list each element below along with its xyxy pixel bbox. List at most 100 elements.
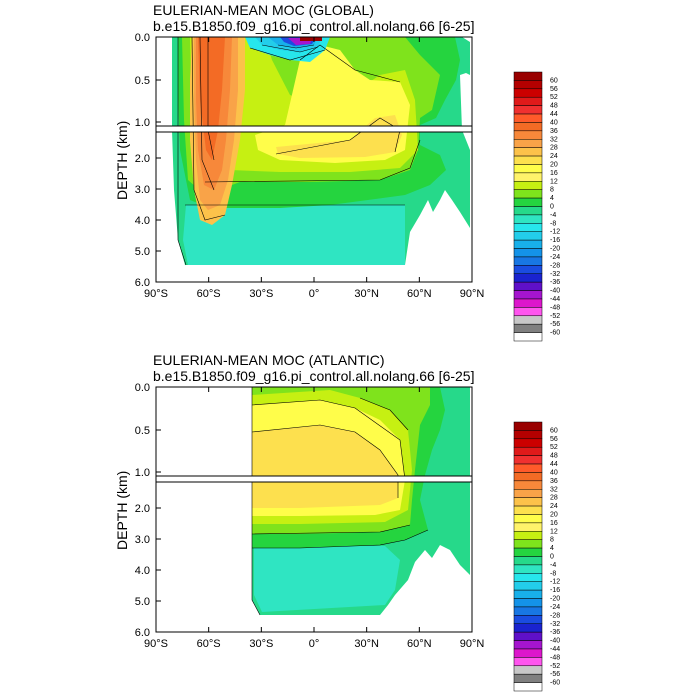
colorbar-label: 20 bbox=[550, 161, 558, 168]
x-tick-label: 60°N bbox=[407, 288, 432, 300]
y-tick-label: 3.0 bbox=[135, 184, 150, 196]
chart-title: EULERIAN-MEAN MOC (GLOBAL) bbox=[153, 2, 374, 18]
colorbar-swatch bbox=[513, 122, 543, 132]
colorbar-swatch bbox=[513, 332, 543, 342]
colorbar-label: 40 bbox=[550, 469, 558, 476]
colorbar-label: 36 bbox=[550, 128, 558, 135]
y-tick-label: 2.0 bbox=[135, 153, 150, 165]
colorbar-swatch bbox=[513, 80, 543, 90]
colorbar-swatch bbox=[513, 88, 543, 98]
colorbar-label: 60 bbox=[550, 427, 558, 434]
colorbar-label: 8 bbox=[550, 187, 554, 194]
colorbar-swatch bbox=[513, 539, 543, 549]
colorbar-swatch bbox=[513, 615, 543, 624]
colorbar-label: -12 bbox=[550, 579, 560, 586]
atlantic-moc-plot: 90°S 60°S 30°S 0° 30°N 60°N 90°N 0.0 0.5 1.0 2.0 3… bbox=[135, 382, 560, 692]
colorbar-swatch bbox=[513, 197, 543, 207]
colorbar-label: 56 bbox=[550, 86, 558, 93]
colorbar-swatch bbox=[513, 589, 543, 599]
colorbar-label: 52 bbox=[550, 94, 558, 101]
colorbar-label: -16 bbox=[550, 587, 560, 594]
colorbar-label: 56 bbox=[550, 436, 558, 443]
colorbar-label: 24 bbox=[550, 503, 558, 510]
y-axis: 0.0 0.5 1.0 2.0 3.0 4.0 5.0 6.0 bbox=[135, 32, 161, 289]
y-tick-label: 0.0 bbox=[135, 32, 150, 44]
colorbar-label: 16 bbox=[550, 170, 558, 177]
colorbar-swatch bbox=[513, 472, 543, 482]
y-tick-label: 0.0 bbox=[135, 382, 150, 394]
x-axis: 90°S 60°S 30°S 0° 30°N 60°N 90°N bbox=[144, 387, 484, 650]
colorbar-label: -20 bbox=[550, 596, 560, 603]
region-neg8 bbox=[183, 205, 405, 265]
colorbar-swatch bbox=[513, 463, 543, 473]
colorbar-swatch bbox=[513, 256, 543, 266]
colorbar-swatch bbox=[513, 239, 543, 249]
colorbar-label: 8 bbox=[550, 537, 554, 544]
colorbar-label: -28 bbox=[550, 262, 560, 269]
colorbar-swatch bbox=[513, 489, 543, 498]
colorbar-swatch bbox=[513, 505, 543, 515]
colorbar-swatch bbox=[513, 430, 543, 440]
y-tick-label: 2.0 bbox=[135, 503, 150, 515]
y-tick-label: 5.0 bbox=[135, 596, 150, 608]
colorbar-label: 32 bbox=[550, 136, 558, 143]
colorbar-swatch bbox=[513, 623, 543, 633]
colorbar-swatch bbox=[513, 231, 543, 241]
y-tick-label: 0.5 bbox=[135, 75, 150, 87]
colorbar-legend: 60565248444036322824201612840-4-8-12-16-… bbox=[513, 421, 560, 692]
colorbar-swatch bbox=[513, 455, 543, 465]
colorbar-label: 40 bbox=[550, 119, 558, 126]
region-neg8 bbox=[254, 546, 400, 612]
x-tick-label: 0° bbox=[309, 638, 320, 650]
colorbar-swatch bbox=[513, 281, 543, 291]
colorbar-label: 12 bbox=[550, 178, 558, 185]
colorbar-swatch bbox=[513, 531, 543, 540]
colorbar-swatch bbox=[513, 682, 543, 692]
region-pos20 bbox=[252, 425, 398, 508]
x-tick-label: 60°S bbox=[197, 288, 221, 300]
colorbar-label: 36 bbox=[550, 478, 558, 485]
colorbar-label: -4 bbox=[550, 212, 556, 219]
x-tick-label: 30°S bbox=[249, 638, 273, 650]
colorbar-swatch bbox=[513, 573, 543, 582]
colorbar-swatch bbox=[513, 606, 543, 616]
atlantic-moc-panel: EULERIAN-MEAN MOC (ATLANTIC) b.e15.B1850… bbox=[0, 350, 700, 700]
colorbar-swatch bbox=[513, 189, 543, 199]
colorbar-label: 20 bbox=[550, 511, 558, 518]
colorbar-label: 60 bbox=[550, 77, 558, 84]
colorbar-label: -56 bbox=[550, 671, 560, 678]
colorbar-label: 44 bbox=[550, 111, 558, 118]
colorbar-label: -48 bbox=[550, 654, 560, 661]
colorbar-label: -4 bbox=[550, 562, 556, 569]
colorbar-label: 48 bbox=[550, 453, 558, 460]
colorbar-label: -56 bbox=[550, 321, 560, 328]
axis-break bbox=[156, 476, 472, 482]
y-tick-label: 1.0 bbox=[135, 117, 150, 129]
colorbar-label: -28 bbox=[550, 612, 560, 619]
y-tick-label: 0.5 bbox=[135, 425, 150, 437]
colorbar-swatch bbox=[513, 206, 543, 216]
colorbar-swatch bbox=[513, 446, 543, 456]
global-moc-plot: 90°S 60°S 30°S 0° 30°N 60°N 90°N 0.0 0.5 1.0 2.0 3… bbox=[135, 32, 560, 342]
x-tick-label: 90°S bbox=[144, 638, 168, 650]
colorbar-label: 16 bbox=[550, 520, 558, 527]
colorbar-swatch bbox=[513, 497, 543, 507]
colorbar-swatch bbox=[513, 172, 543, 182]
x-tick-label: 30°N bbox=[354, 638, 379, 650]
colorbar-swatch bbox=[513, 139, 543, 148]
colorbar-swatch bbox=[513, 514, 543, 524]
colorbar-swatch bbox=[513, 648, 543, 658]
colorbar-label: 4 bbox=[550, 195, 554, 202]
colorbar-label: -40 bbox=[550, 638, 560, 645]
y-tick-label: 3.0 bbox=[135, 534, 150, 546]
colorbar-label: -8 bbox=[550, 220, 556, 227]
colorbar-label: 0 bbox=[550, 554, 554, 561]
y-tick-label: 6.0 bbox=[135, 277, 150, 289]
colorbar-label: -32 bbox=[550, 621, 560, 628]
axis-break bbox=[156, 126, 472, 132]
colorbar-label: -40 bbox=[550, 288, 560, 295]
x-axis: 90°S 60°S 30°S 0° 30°N 60°N 90°N bbox=[144, 37, 484, 300]
colorbar-swatch bbox=[513, 290, 543, 300]
contour-lines bbox=[177, 36, 421, 266]
colorbar-swatch bbox=[513, 665, 543, 675]
